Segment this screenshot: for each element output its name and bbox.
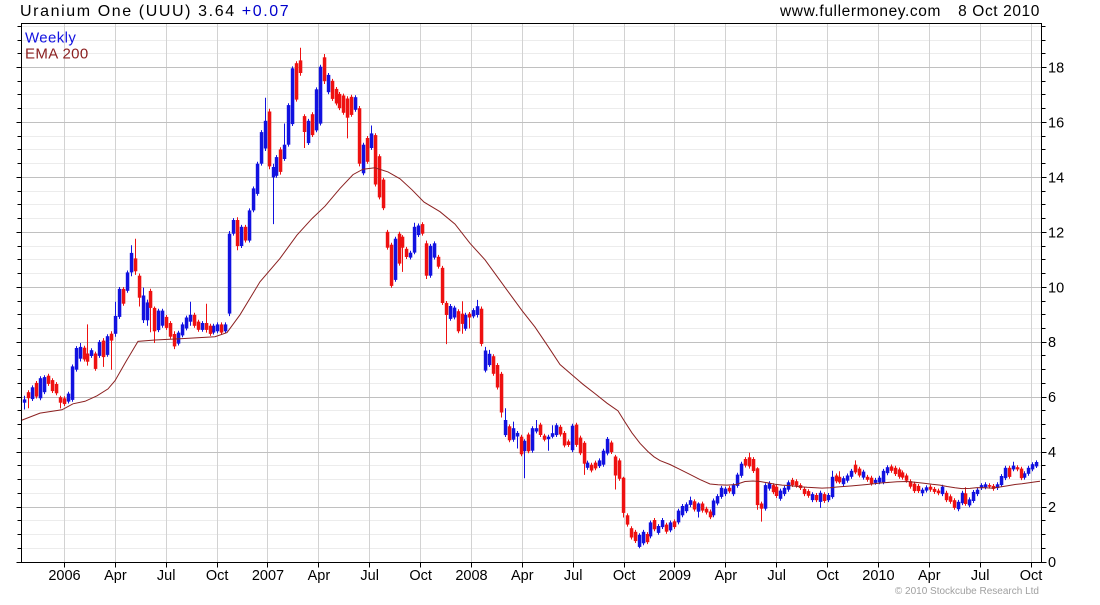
svg-text:12: 12 <box>1048 225 1064 241</box>
svg-text:8: 8 <box>1048 335 1056 351</box>
svg-text:2: 2 <box>1048 500 1056 516</box>
svg-text:2008: 2008 <box>455 568 487 584</box>
svg-text:Weekly: Weekly <box>25 30 76 47</box>
svg-text:4: 4 <box>1048 445 1056 461</box>
svg-text:Jul: Jul <box>157 568 176 584</box>
svg-text:Oct: Oct <box>613 568 636 584</box>
svg-text:10: 10 <box>1048 280 1064 296</box>
svg-text:2006: 2006 <box>48 568 80 584</box>
svg-text:0: 0 <box>1048 555 1056 571</box>
svg-text:14: 14 <box>1048 170 1064 186</box>
svg-text:Oct: Oct <box>409 568 432 584</box>
svg-text:Apr: Apr <box>511 568 534 584</box>
svg-text:2009: 2009 <box>659 568 691 584</box>
svg-text:16: 16 <box>1048 115 1064 131</box>
svg-text:6: 6 <box>1048 390 1056 406</box>
svg-text:18: 18 <box>1048 61 1064 77</box>
svg-text:© 2010 Stockcube Research Ltd: © 2010 Stockcube Research Ltd <box>895 586 1039 597</box>
svg-text:Uranium One (UUU) 3.64 +0.07: Uranium One (UUU) 3.64 +0.07 <box>20 3 290 20</box>
svg-text:Apr: Apr <box>104 568 127 584</box>
svg-text:Jul: Jul <box>564 568 583 584</box>
svg-text:Oct: Oct <box>1020 568 1043 584</box>
svg-text:www.fullermoney.com: www.fullermoney.com <box>779 3 941 20</box>
svg-text:Jul: Jul <box>360 568 379 584</box>
svg-text:Oct: Oct <box>206 568 229 584</box>
svg-text:8 Oct 2010: 8 Oct 2010 <box>958 3 1040 20</box>
svg-text:Apr: Apr <box>308 568 331 584</box>
svg-text:EMA 200: EMA 200 <box>25 46 89 63</box>
svg-text:2007: 2007 <box>252 568 284 584</box>
svg-text:Apr: Apr <box>715 568 738 584</box>
svg-text:Jul: Jul <box>767 568 786 584</box>
svg-text:Apr: Apr <box>918 568 941 584</box>
svg-text:Jul: Jul <box>971 568 990 584</box>
svg-text:2010: 2010 <box>862 568 894 584</box>
svg-text:Oct: Oct <box>816 568 839 584</box>
